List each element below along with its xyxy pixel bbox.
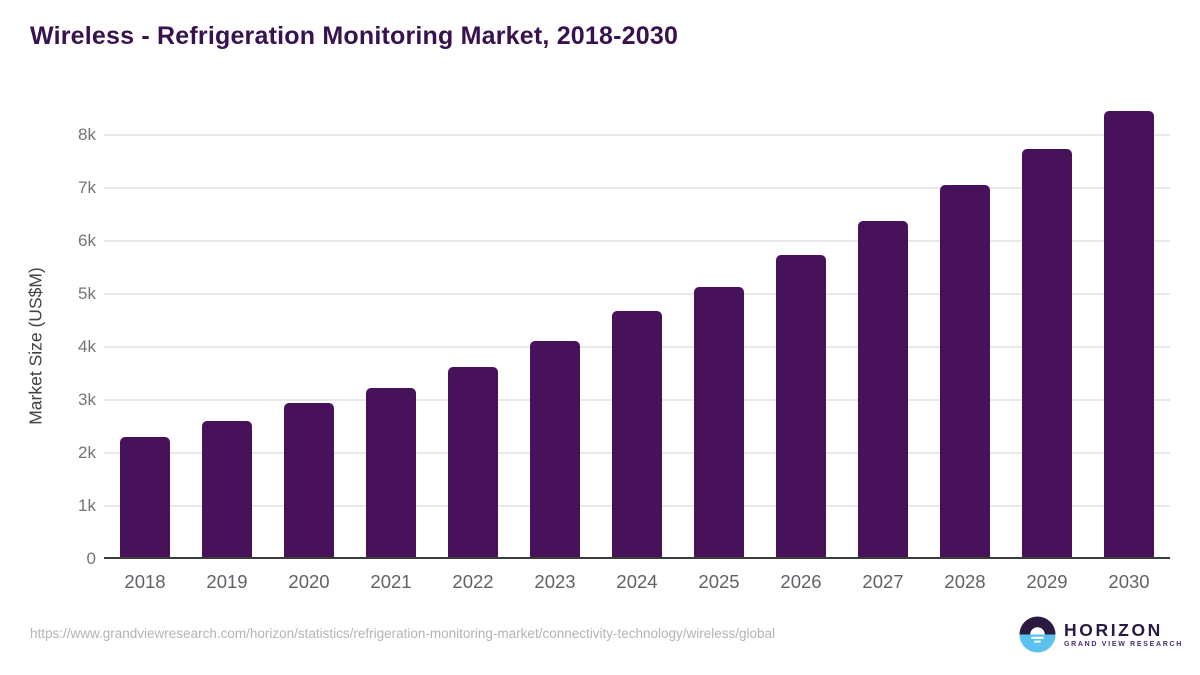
- bar-2022[interactable]: [448, 366, 498, 559]
- bar-2023[interactable]: [530, 341, 580, 559]
- bar-slot: [432, 108, 514, 559]
- bar-slot: [678, 108, 760, 559]
- bar-2018[interactable]: [120, 436, 170, 559]
- x-axis-line: [104, 557, 1170, 559]
- x-tick-label: 2029: [1026, 571, 1068, 592]
- bar-slot: [514, 108, 596, 559]
- x-tick-label: 2023: [534, 571, 576, 592]
- x-tick-label: 2025: [698, 571, 740, 592]
- bar-slot: [104, 108, 186, 559]
- plot-area: [104, 108, 1170, 559]
- bar-2020[interactable]: [284, 402, 334, 559]
- bar-slot: [842, 108, 924, 559]
- x-tick-label: 2022: [452, 571, 494, 592]
- gridline: [104, 133, 1170, 136]
- y-tick-label: 5k: [78, 283, 96, 303]
- x-tick-label: 2018: [124, 571, 166, 592]
- x-tick-label: 2020: [288, 571, 330, 592]
- x-tick-label: 2026: [780, 571, 822, 592]
- logo-text-block: HORIZON GRAND VIEW RESEARCH: [1064, 619, 1184, 649]
- y-axis-tick-labels: 0 1k 2k 3k 4k 5k 6k 7k 8k: [32, 108, 96, 568]
- bar-2027[interactable]: [858, 221, 908, 559]
- bar-2026[interactable]: [776, 254, 826, 559]
- bar-slot: [924, 108, 1006, 559]
- bar-2019[interactable]: [202, 420, 252, 559]
- bar-2025[interactable]: [694, 286, 744, 559]
- y-tick-label: 0: [86, 549, 96, 568]
- bar-slot: [1088, 108, 1170, 559]
- sun-horizon-icon: [1019, 616, 1056, 653]
- x-tick-label: 2019: [206, 571, 248, 592]
- logo-name: HORIZON: [1064, 619, 1163, 640]
- y-tick-label: 4k: [78, 336, 96, 356]
- bar-2021[interactable]: [366, 387, 416, 559]
- gridline: [104, 186, 1170, 189]
- x-tick-label: 2028: [944, 571, 986, 592]
- y-tick-label: 3k: [78, 389, 96, 409]
- bar-2024[interactable]: [612, 311, 662, 559]
- bar-2029[interactable]: [1022, 148, 1072, 559]
- x-tick-label: 2024: [616, 571, 658, 592]
- page-title: Wireless - Refrigeration Monitoring Mark…: [30, 22, 679, 50]
- y-tick-label: 1k: [78, 495, 96, 515]
- y-tick-label: 8k: [78, 124, 96, 144]
- bar-slot: [186, 108, 268, 559]
- bar-slot: [268, 108, 350, 559]
- x-axis-tick-labels: 2018 2019 2020 2021 2022 2023 2024 2025 2026 2027…: [104, 571, 1170, 593]
- gridline: [104, 239, 1170, 242]
- bar-slot: [350, 108, 432, 559]
- bar-series: [104, 108, 1170, 559]
- gridline: [104, 292, 1170, 295]
- bar-slot: [760, 108, 842, 559]
- y-tick-label: 2k: [78, 442, 96, 462]
- x-tick-label: 2030: [1108, 571, 1150, 592]
- x-tick-label: 2021: [370, 571, 412, 592]
- y-tick-label: 6k: [78, 230, 96, 250]
- bar-2030[interactable]: [1104, 110, 1154, 559]
- source-url: https://www.grandviewresearch.com/horizo…: [30, 626, 776, 641]
- x-tick-label: 2027: [862, 571, 904, 592]
- bar-slot: [1006, 108, 1088, 559]
- horizon-logo: HORIZON GRAND VIEW RESEARCH: [1018, 615, 1183, 654]
- logo-subtitle: GRAND VIEW RESEARCH: [1064, 640, 1184, 648]
- y-tick-label: 7k: [78, 177, 96, 197]
- bar-slot: [596, 108, 678, 559]
- bar-2028[interactable]: [940, 185, 990, 559]
